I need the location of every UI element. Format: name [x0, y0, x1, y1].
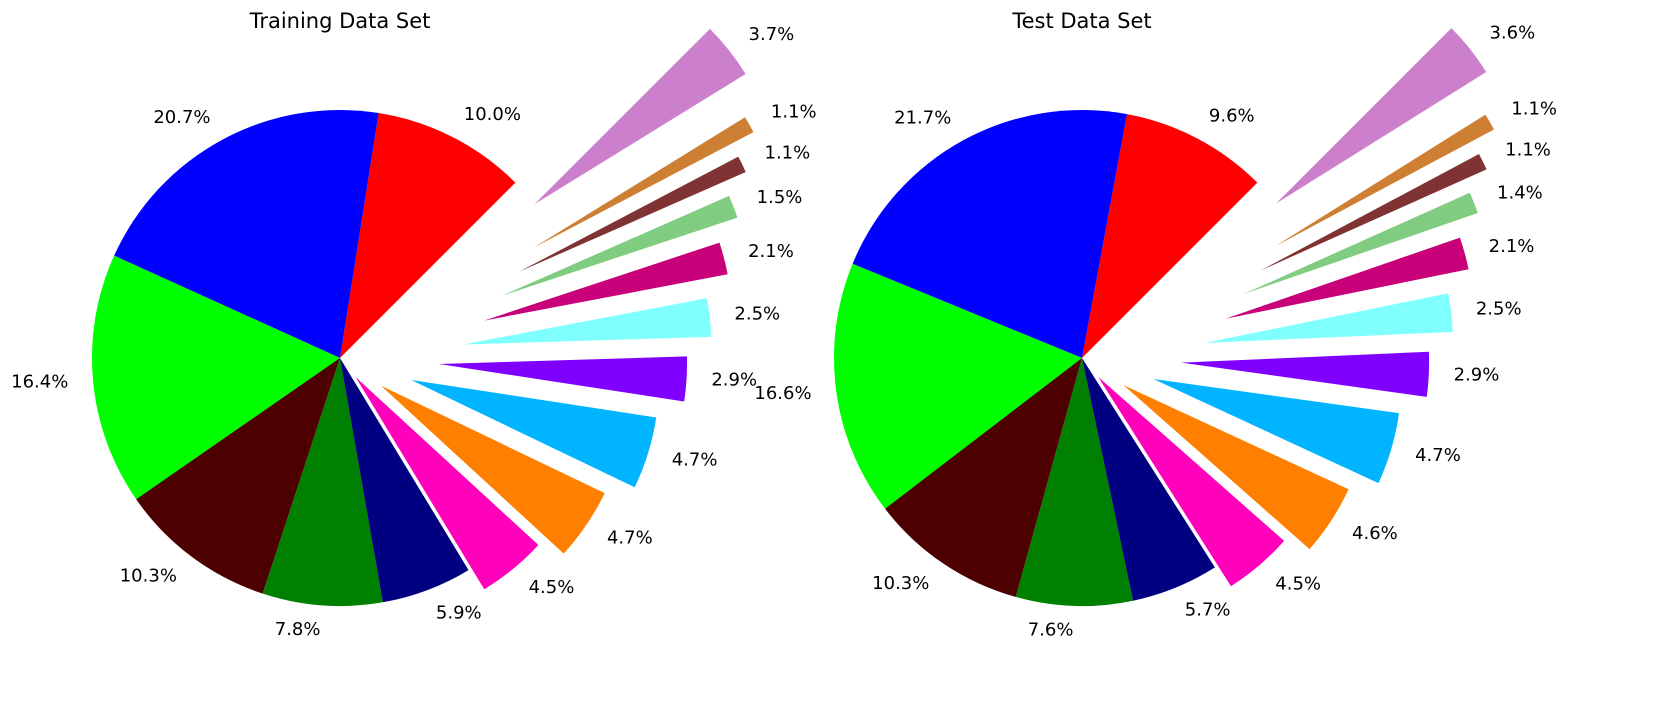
data-label: 16.4%	[11, 372, 68, 393]
data-label: 4.5%	[1275, 573, 1321, 594]
data-label: 1.5%	[757, 187, 803, 208]
data-label: 1.1%	[771, 101, 817, 122]
data-label: 2.9%	[1454, 365, 1500, 386]
chart-title: Training Data Set	[249, 9, 431, 33]
pie-wedge	[340, 358, 469, 603]
pie-wedge	[1015, 358, 1134, 606]
data-label: 10.0%	[464, 104, 521, 125]
data-label: 20.7%	[153, 107, 210, 128]
pie-wedge	[852, 109, 1127, 358]
pie-wedge	[885, 358, 1082, 598]
data-label: 2.9%	[711, 370, 757, 391]
pie-wedge	[1275, 114, 1494, 247]
pie-wedge	[136, 358, 340, 594]
pie-wedge	[518, 156, 746, 272]
data-label: 1.1%	[1511, 99, 1557, 120]
pie-wedge	[502, 195, 738, 296]
data-label: 1.4%	[1497, 183, 1543, 204]
data-label: 2.1%	[748, 241, 794, 262]
data-label: 5.7%	[1185, 600, 1231, 621]
pie-wedge	[439, 356, 688, 402]
data-label: 1.1%	[1505, 140, 1551, 161]
data-label: 7.6%	[1028, 620, 1074, 641]
data-label: 5.9%	[436, 602, 482, 623]
pie-wedge	[114, 109, 379, 358]
data-label: 1.1%	[765, 143, 811, 164]
data-label: 9.6%	[1209, 106, 1255, 127]
pie-wedge	[1225, 237, 1469, 319]
pie-wedge	[1082, 114, 1258, 358]
pie-wedge	[534, 28, 746, 205]
data-label: 2.1%	[1489, 236, 1535, 257]
pie-wedge	[1205, 293, 1453, 343]
pie-wedge	[1123, 385, 1349, 550]
data-label: 4.7%	[1415, 445, 1461, 466]
pie-wedge	[1153, 378, 1400, 484]
pie-wedge	[833, 263, 1082, 509]
pie-wedge	[340, 113, 516, 359]
data-label: 21.7%	[894, 108, 951, 129]
data-label: 7.8%	[275, 619, 321, 640]
data-label: 4.6%	[1352, 523, 1398, 544]
data-label: 3.6%	[1489, 23, 1535, 44]
pie-wedge	[1181, 351, 1430, 397]
data-label: 16.6%	[754, 383, 811, 404]
data-label: 2.5%	[1476, 299, 1522, 320]
pie-wedge	[1260, 153, 1487, 271]
pie-wedge	[91, 255, 341, 500]
data-label: 4.5%	[529, 577, 575, 598]
pie-wedge	[411, 379, 657, 488]
data-label: 2.5%	[734, 304, 780, 325]
pie-wedge	[1098, 376, 1285, 587]
pie-wedge	[381, 385, 605, 554]
pie-wedge	[463, 298, 712, 345]
pie-wedge	[262, 358, 383, 606]
data-label: 3.7%	[749, 24, 795, 45]
data-label: 4.7%	[607, 528, 653, 549]
data-label: 10.3%	[120, 566, 177, 587]
pie-wedge	[1243, 192, 1478, 295]
pie-wedge	[484, 242, 728, 321]
pie-wedge	[1276, 28, 1487, 204]
pie-wedge	[533, 117, 754, 248]
pie-wedge	[355, 377, 539, 590]
data-label: 10.3%	[872, 573, 929, 594]
chart-title: Test Data Set	[1011, 9, 1151, 33]
data-label: 4.7%	[672, 449, 718, 470]
pie-wedge	[1082, 358, 1215, 601]
